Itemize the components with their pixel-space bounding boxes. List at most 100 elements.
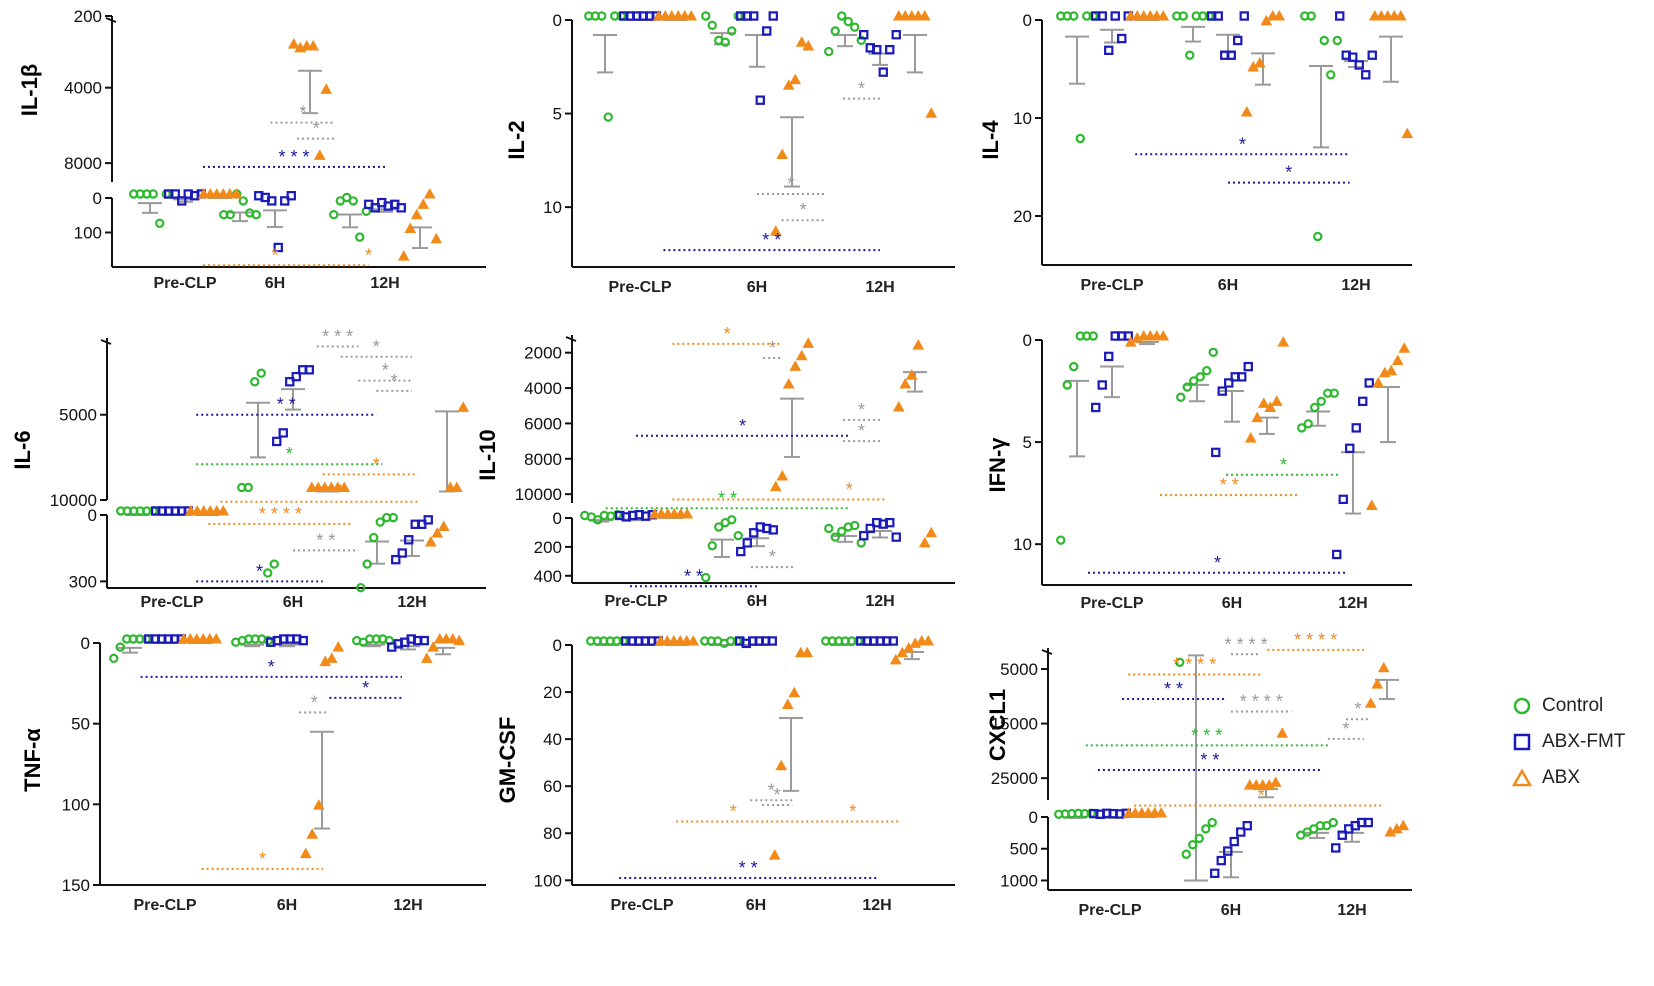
data-point-control [1319,35,1329,46]
significance-stars: * [365,245,372,265]
data-point-abx-fmt [742,538,752,548]
significance-stars: * [311,692,318,712]
data-point-control [1075,133,1085,144]
data-point-control [1176,392,1186,402]
data-point-abx-fmt [749,528,759,538]
data-point-control [1310,402,1320,413]
data-point-control [603,112,613,122]
data-point-control [329,209,339,220]
y-axis-label: IL-2 [504,120,529,159]
y-tick-label: 5 [1023,433,1032,452]
significance-stars: * [769,338,776,358]
data-point-control [1178,11,1188,21]
y-tick-label: 100 [534,871,562,890]
x-tick-label: 6H [283,594,303,611]
x-tick-label: 12H [865,593,894,610]
data-point-abx-fmt [749,11,759,21]
significance-stars: * [1239,134,1246,154]
y-tick-label: 150 [62,876,90,895]
data-point-control [720,37,730,47]
data-point-abx-fmt [396,203,406,213]
data-point-control [375,517,385,527]
triangle-marker-icon [1512,768,1532,787]
y-tick-label: 5000 [1000,660,1038,679]
data-point-abx [781,698,794,710]
data-point-control [355,232,365,242]
data-point-abx [1391,354,1404,365]
data-point-control [1188,840,1198,850]
significance-stars: * [768,780,775,800]
data-point-abx-fmt [1104,351,1114,362]
data-point-abx-fmt [391,554,401,565]
data-point-control [1297,423,1307,433]
x-tick-label: 6H [747,279,767,296]
significance-stars: * * * [278,147,309,167]
data-point-abx [899,378,912,389]
data-point-abx [788,686,801,698]
data-point-abx-fmt [272,436,282,447]
data-point-abx-fmt [298,635,308,646]
y-tick-label: 0 [553,11,562,30]
significance-stars: * [1342,719,1349,739]
chart-panel-6: TNF-α 0 50 100 150 Pre-CLP 6H 12H * * * * [20,632,486,914]
data-point-control [225,209,235,220]
x-tick-label: 12H [397,594,426,611]
data-point-abx [1244,432,1257,443]
y-axis-label: IFN-γ [985,437,1010,493]
significance-stars: * * [316,530,335,550]
data-point-abx [410,208,423,220]
data-point-control [1306,11,1316,21]
data-point-abx-fmt [419,635,429,646]
data-point-abx [1264,401,1277,412]
data-point-abx [1273,9,1286,21]
y-tick-label: 500 [1010,840,1038,859]
significance-stars: * [373,337,380,357]
significance-stars: * [769,547,776,567]
significance-stars: * [723,324,730,344]
data-point-abx-fmt [1233,35,1243,46]
x-tick-label: 12H [393,897,422,914]
data-point-abx-fmt [1117,33,1127,44]
y-tick-label: 100 [62,795,90,814]
data-point-abx-fmt [1097,380,1107,390]
data-point-abx-fmt [762,26,772,36]
data-point-control [1056,535,1066,545]
data-point-control [369,532,379,543]
significance-stars: * [774,785,781,805]
data-point-abx [1157,329,1170,341]
data-point-control [388,512,398,523]
y-tick-label: 0 [1023,11,1032,30]
data-point-control [148,189,158,199]
legend: Control ABX-FMT ABX [1512,688,1652,796]
data-point-abx [925,526,938,538]
data-point-abx [1253,57,1266,68]
data-point-abx-fmt [1364,378,1374,388]
data-point-abx [918,536,931,548]
data-point-abx [404,222,417,233]
data-point-abx-fmt [736,546,746,557]
data-point-abx-fmt [1338,494,1348,505]
data-point-abx-fmt [404,535,414,545]
y-tick-label: 300 [69,572,97,591]
y-tick-label: 0 [88,506,97,525]
y-tick-label: 0 [553,509,562,528]
significance-stars: * [1280,455,1287,475]
data-point-abx [430,232,443,244]
data-point-abx [325,652,338,663]
data-point-abx [307,39,320,51]
data-point-control [1208,347,1218,358]
x-tick-label: 12H [865,279,894,296]
data-point-abx-fmt [304,365,314,375]
data-point-abx [789,360,802,371]
data-point-abx [1269,776,1282,787]
x-tick-label: 6H [746,897,766,914]
data-point-control [707,20,717,31]
significance-stars: * [730,801,737,821]
data-point-control [1329,388,1339,398]
data-point-abx-fmt [1363,817,1373,828]
y-axis-label: IL-4 [978,120,1003,160]
data-point-abx [338,481,351,492]
data-point-abx-fmt [768,525,778,535]
data-point-abx [802,337,815,348]
